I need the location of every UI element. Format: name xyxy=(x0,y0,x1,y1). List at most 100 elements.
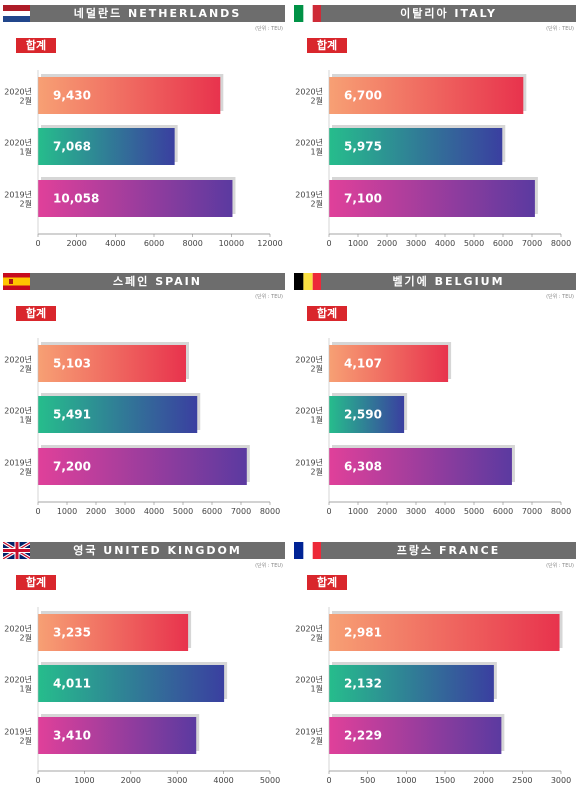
x-tick-label: 1000 xyxy=(57,507,77,516)
bar-chart: 5,103 2020년 2월 5,491 2020년 1월 7,200 2019년 2월 0 100… xyxy=(0,330,285,530)
category-label: 2020년 xyxy=(295,406,323,416)
category-label: 2019년 xyxy=(295,458,323,468)
total-badge: 합계 xyxy=(307,575,347,590)
x-tick-label: 2000 xyxy=(377,239,397,248)
x-tick-label: 4000 xyxy=(105,239,125,248)
category-label: 2월 xyxy=(311,467,323,477)
bar xyxy=(329,717,502,754)
value-label: 10,058 xyxy=(53,192,99,206)
value-label: 5,491 xyxy=(53,408,91,422)
unit-label: (단위 : TEU) xyxy=(255,563,283,569)
category-label: 2020년 xyxy=(4,355,32,365)
bar xyxy=(38,396,198,433)
x-tick-label: 2000 xyxy=(86,507,106,516)
x-tick-label: 2000 xyxy=(473,776,493,785)
category-label: 1월 xyxy=(20,684,32,694)
value-label: 7,068 xyxy=(53,140,91,154)
x-tick-label: 8000 xyxy=(551,239,571,248)
x-tick-label: 4000 xyxy=(144,507,164,516)
x-tick-label: 2000 xyxy=(377,507,397,516)
france-panel: 프랑스 FRANCE (단위 : TEU) 합계 2,981 2020년 2월 2,1… xyxy=(291,537,576,799)
value-label: 6,700 xyxy=(344,89,382,103)
value-label: 6,308 xyxy=(344,460,382,474)
category-label: 2월 xyxy=(20,736,32,746)
total-badge: 합계 xyxy=(16,38,56,53)
category-label: 2월 xyxy=(20,199,32,209)
category-label: 2월 xyxy=(311,633,323,643)
bar-chart: 6,700 2020년 2월 5,975 2020년 1월 7,100 2019년 2월 0 100… xyxy=(291,62,576,262)
category-label: 1월 xyxy=(20,415,32,425)
bar xyxy=(329,396,405,433)
x-tick-label: 12000 xyxy=(257,239,282,248)
category-label: 2019년 xyxy=(295,190,323,200)
category-label: 2020년 xyxy=(295,675,323,685)
x-tick-label: 6000 xyxy=(144,239,164,248)
bar xyxy=(329,614,560,651)
x-tick-label: 2500 xyxy=(512,776,532,785)
category-label: 2019년 xyxy=(295,727,323,737)
bar-chart: 9,430 2020년 2월 7,068 2020년 1월 10,058 2019년 2월 0 20… xyxy=(0,62,285,262)
x-tick-label: 3000 xyxy=(551,776,571,785)
france-flag-icon xyxy=(294,542,322,559)
x-tick-label: 8000 xyxy=(260,507,280,516)
x-tick-label: 5000 xyxy=(464,239,484,248)
unit-label: (단위 : TEU) xyxy=(546,26,574,32)
bar xyxy=(38,448,247,485)
category-label: 2020년 xyxy=(4,87,32,97)
x-tick-label: 6000 xyxy=(493,507,513,516)
panel-title: 스페인 SPAIN xyxy=(30,273,285,290)
netherlands-flag-icon xyxy=(3,5,31,22)
x-tick-label: 0 xyxy=(326,239,331,248)
bar xyxy=(38,345,186,382)
value-label: 4,107 xyxy=(344,357,382,371)
total-badge: 합계 xyxy=(307,306,347,321)
value-label: 4,011 xyxy=(53,677,91,691)
bar xyxy=(329,180,535,217)
bar xyxy=(38,128,175,165)
panel-title: 프랑스 FRANCE xyxy=(321,542,576,559)
value-label: 7,100 xyxy=(344,192,382,206)
total-badge: 합계 xyxy=(16,306,56,321)
bar xyxy=(329,665,494,702)
category-label: 2020년 xyxy=(4,675,32,685)
bar-chart: 3,235 2020년 2월 4,011 2020년 1월 3,410 2019년 2월 0 100… xyxy=(0,599,285,799)
uk-flag-icon xyxy=(3,542,31,559)
unit-label: (단위 : TEU) xyxy=(255,26,283,32)
bar xyxy=(329,77,524,114)
category-label: 2월 xyxy=(311,736,323,746)
spain-flag-icon xyxy=(3,273,31,290)
netherlands-panel: 네덜란드 NETHERLANDS (단위 : TEU) 합계 9,430 2020… xyxy=(0,0,285,262)
panel-title: 이탈리아 ITALY xyxy=(321,5,576,22)
bar xyxy=(329,128,503,165)
x-tick-label: 3000 xyxy=(406,507,426,516)
category-label: 2020년 xyxy=(295,87,323,97)
uk-panel: 영국 UNITED KINGDOM (단위 : TEU) 합계 3,235 202… xyxy=(0,537,285,799)
x-tick-label: 0 xyxy=(326,776,331,785)
x-tick-label: 10000 xyxy=(219,239,244,248)
unit-label: (단위 : TEU) xyxy=(546,294,574,300)
category-label: 2월 xyxy=(20,96,32,106)
italy-flag-icon xyxy=(294,5,322,22)
value-label: 3,410 xyxy=(53,729,91,743)
bar xyxy=(38,180,233,217)
x-tick-label: 4000 xyxy=(213,776,233,785)
x-tick-label: 1500 xyxy=(435,776,455,785)
category-label: 2020년 xyxy=(295,138,323,148)
x-tick-label: 1000 xyxy=(74,776,94,785)
bar-chart: 4,107 2020년 2월 2,590 2020년 1월 6,308 2019년 2월 0 100… xyxy=(291,330,576,530)
x-tick-label: 0 xyxy=(326,507,331,516)
bar xyxy=(38,665,225,702)
category-label: 2020년 xyxy=(4,138,32,148)
panel-title: 네덜란드 NETHERLANDS xyxy=(30,5,285,22)
x-tick-label: 8000 xyxy=(551,507,571,516)
x-tick-label: 7000 xyxy=(522,507,542,516)
x-tick-label: 3000 xyxy=(115,507,135,516)
x-tick-label: 0 xyxy=(35,776,40,785)
value-label: 3,235 xyxy=(53,626,91,640)
x-tick-label: 0 xyxy=(35,507,40,516)
category-label: 2020년 xyxy=(295,624,323,634)
value-label: 5,975 xyxy=(344,140,382,154)
x-tick-label: 3000 xyxy=(406,239,426,248)
belgium-panel: 벨기에 BELGIUM (단위 : TEU) 합계 4,107 2020년 2월 2,… xyxy=(291,268,576,530)
